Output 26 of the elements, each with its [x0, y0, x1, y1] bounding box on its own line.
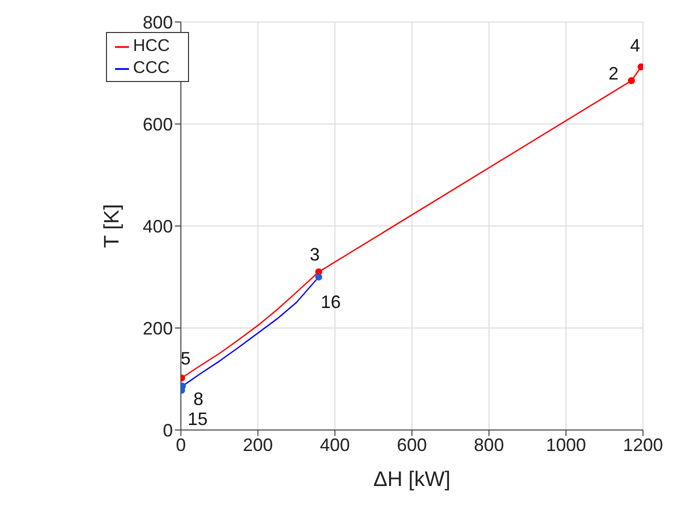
- annotation: 16: [320, 292, 341, 312]
- annotation: 8: [193, 388, 204, 409]
- x-tick-label: 1200: [622, 434, 664, 455]
- annotation: 15: [188, 408, 208, 429]
- x-tick-label: 800: [474, 434, 504, 455]
- y-tick-label: 600: [142, 114, 173, 134]
- y-tick-label: 400: [142, 216, 173, 236]
- annotation: 5: [180, 348, 191, 369]
- y-axis-title: T [K]: [100, 204, 124, 248]
- y-tick-label: 200: [142, 318, 173, 338]
- point: [638, 63, 643, 70]
- x-axis-title: ΔH [kW]: [373, 468, 450, 491]
- x-tick-label: 200: [242, 434, 273, 455]
- point: [180, 382, 186, 390]
- y-tick-label: 800: [142, 12, 173, 32]
- x-tick-label: 600: [396, 434, 427, 455]
- legend-label: HCC: [133, 36, 170, 55]
- x-tick-label: 1000: [546, 434, 586, 455]
- legend-label: CCC: [133, 58, 170, 77]
- annotation: 3: [310, 244, 320, 265]
- annotation: 4: [630, 36, 640, 56]
- annotation: 2: [608, 63, 618, 84]
- x-tick-label: 400: [320, 434, 350, 455]
- point: [628, 77, 635, 84]
- x-tick-label: 0: [176, 434, 186, 455]
- y-tick-label: 0: [162, 420, 173, 440]
